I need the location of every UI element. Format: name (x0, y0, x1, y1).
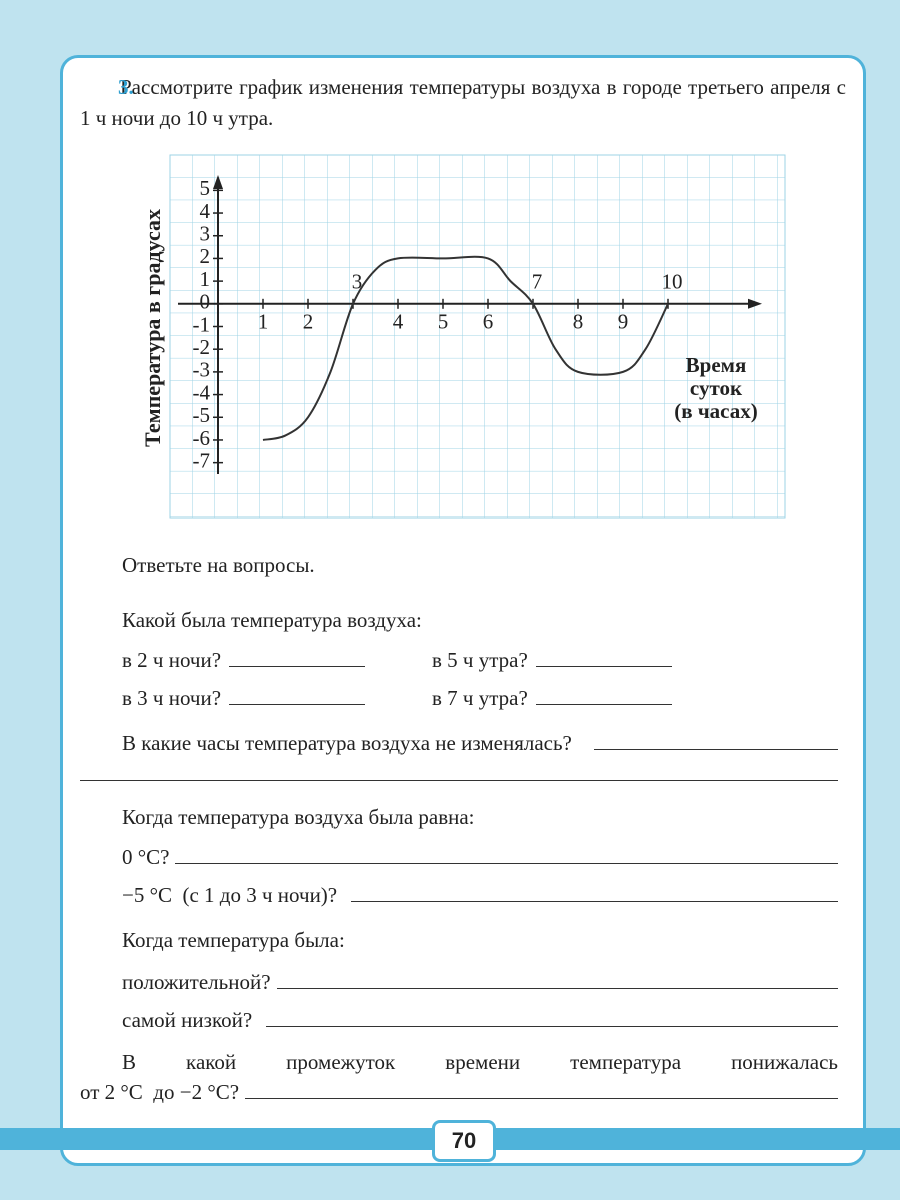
text: В какие часы температура воздуха не изме… (122, 731, 572, 755)
task-number: 3. (118, 75, 134, 99)
y-tick-label: 1 (200, 267, 211, 291)
text: в 3 ч ночи? (122, 686, 222, 710)
question: от 2 °С до −2 °С? (80, 1080, 838, 1105)
chart: Температура в градусах 1 234 5 678 910543210… (140, 154, 786, 519)
question: Ответьте на вопросы. (122, 553, 838, 578)
y-tick-label: -5 (193, 403, 211, 427)
x-axis-label: Время (686, 353, 747, 377)
y-tick-label: 3 (200, 222, 211, 246)
question: самой низкой? (122, 1008, 838, 1033)
task-text: Рассмотрите график изменения температуры… (80, 75, 846, 130)
text: от 2 °С до −2 °С? (80, 1080, 240, 1104)
x-axis-label: (в часах) (674, 399, 758, 423)
text: в 5 ч утра? (432, 648, 528, 672)
temperature-curve (262, 255, 669, 441)
question: Когда температура была: (122, 928, 838, 953)
text: −5 °С (с 1 до 3 ч ночи)? (122, 883, 338, 907)
x-tick-label: 6 (483, 310, 494, 334)
x-tick-label: 9 (618, 310, 629, 334)
x-arrow (748, 298, 762, 309)
text: 0 °С? (122, 845, 170, 869)
x-tick-label: 3 (352, 270, 363, 294)
task: 3. Рассмотрите график изменения температу… (80, 72, 846, 134)
answer-line (535, 665, 672, 667)
x-tick-label: 2 (303, 310, 314, 334)
text: положительной? (122, 970, 271, 994)
answer-line (245, 1097, 838, 1099)
answer-line (175, 862, 838, 864)
question: В какие часы температура воздуха не изме… (122, 731, 838, 756)
x-tick-label: 7 (532, 270, 543, 294)
y-tick-label: -2 (193, 335, 211, 359)
y-tick-label: -7 (193, 448, 211, 472)
question: −5 °С (с 1 до 3 ч ночи)? (122, 883, 838, 908)
text: В какой промежуток времени температура п… (122, 1050, 838, 1074)
text: Когда температура была: (122, 928, 345, 952)
grid-paper (169, 154, 786, 519)
question: Когда температура воздуха была равна: (122, 805, 838, 830)
question: положительной? (122, 970, 838, 995)
x-tick-label: 10 (662, 270, 683, 294)
x-tick-label: 4 (393, 310, 404, 334)
y-tick-label: -6 (193, 426, 211, 450)
y-tick-label: 4 (200, 199, 211, 223)
text: Ответьте на вопросы. (122, 553, 315, 577)
answer-line (229, 703, 366, 705)
page-number: 70 (432, 1120, 496, 1162)
y-tick-label: -3 (193, 358, 211, 382)
y-tick-label: 5 (200, 176, 211, 200)
text: в 7 ч утра? (432, 686, 528, 710)
text: Когда температура воздуха была равна: (122, 805, 475, 829)
x-tick-label: 1 (258, 310, 269, 334)
text: Какой была температура воздуха: (122, 608, 422, 632)
y-tick-label: 2 (200, 244, 211, 268)
answer-line (229, 665, 366, 667)
question: в 2 ч ночи? в 5 ч утра? (122, 648, 838, 673)
y-arrow (213, 175, 223, 189)
y-tick-label: -1 (193, 312, 211, 336)
question: Какой была температура воздуха: (122, 608, 838, 633)
answer-line (535, 703, 672, 705)
y-tick-label: 0 (200, 290, 211, 314)
answer-line (80, 780, 838, 781)
x-tick-label: 5 (438, 310, 449, 334)
x-tick-label: 8 (573, 310, 584, 334)
answer-line (266, 1025, 838, 1027)
question: В какой промежуток времени температура п… (122, 1050, 838, 1075)
y-tick-label: -4 (193, 380, 211, 404)
answer-line (351, 900, 838, 902)
y-axis-label: Температура в градусах (140, 209, 165, 447)
text: в 2 ч ночи? (122, 648, 222, 672)
answer-line (276, 987, 838, 989)
question: в 3 ч ночи? в 7 ч утра? (122, 686, 838, 711)
question: 0 °С? (122, 845, 838, 870)
answer-line (593, 748, 838, 750)
text: самой низкой? (122, 1008, 253, 1032)
x-axis-label: суток (690, 376, 743, 400)
